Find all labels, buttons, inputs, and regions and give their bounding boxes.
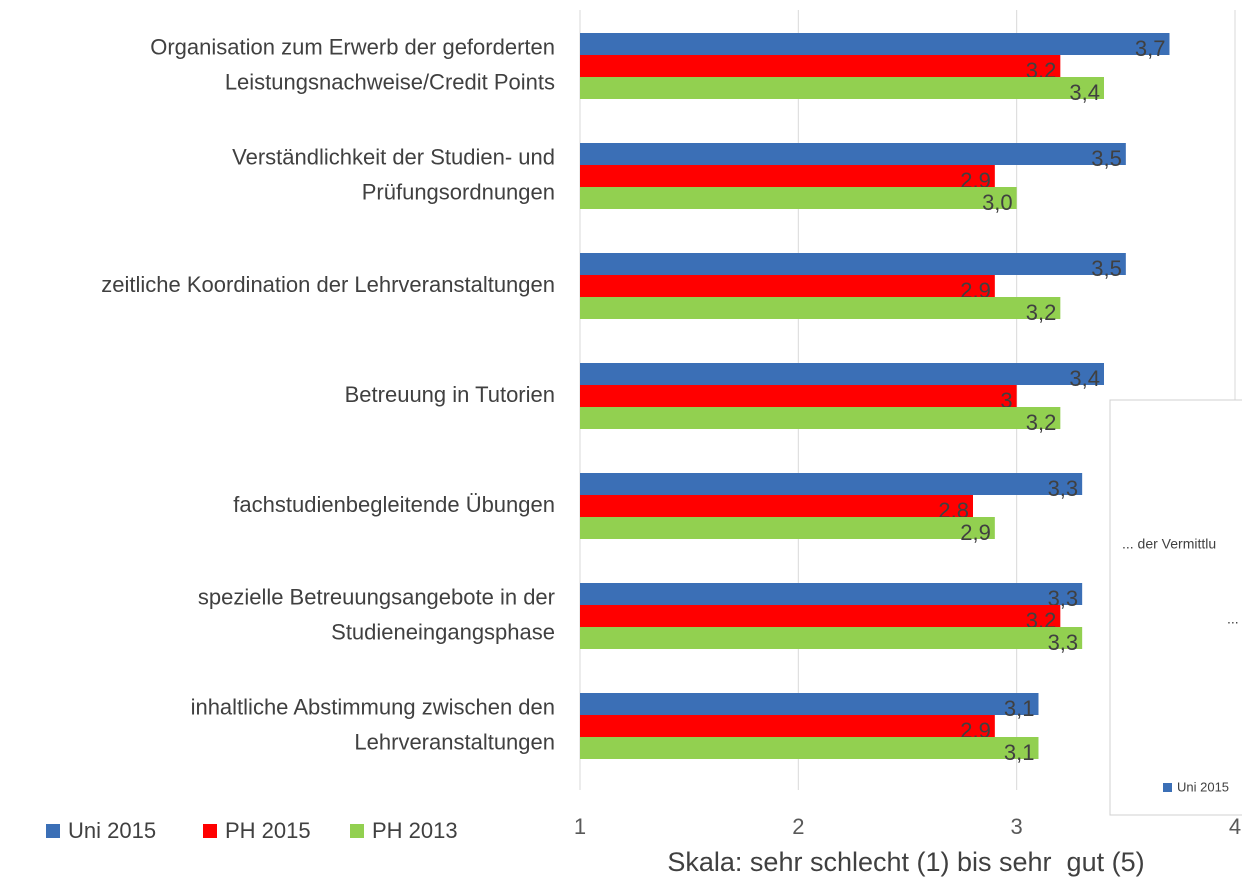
data-label: 3,5 — [1091, 256, 1122, 281]
bar — [580, 495, 973, 517]
bar — [580, 407, 1061, 429]
data-label: 3 — [1000, 388, 1012, 413]
data-label: 3,5 — [1091, 146, 1122, 171]
data-label: 3,4 — [1069, 366, 1100, 391]
bar — [580, 165, 995, 187]
data-label: 3,1 — [1004, 696, 1035, 721]
bar — [580, 363, 1104, 385]
overlay-legend-label: Uni 2015 — [1177, 779, 1229, 794]
bar — [580, 693, 1039, 715]
data-label: 3,7 — [1135, 36, 1166, 61]
bar — [580, 275, 995, 297]
x-axis-label: Skala: sehr schlecht (1) bis sehr gut (5… — [667, 847, 1144, 877]
overlay-text: ... — [1227, 611, 1239, 627]
bar — [580, 583, 1083, 605]
data-label: 2,9 — [960, 520, 991, 545]
bar — [580, 297, 1061, 319]
bar — [580, 517, 995, 539]
legend-swatch — [350, 824, 364, 838]
bar — [580, 473, 1083, 495]
legend-swatch — [203, 824, 217, 838]
x-tick-label: 2 — [792, 814, 804, 839]
data-label: 3,2 — [1026, 410, 1057, 435]
y-tick-label: Betreuung in Tutorien — [345, 382, 555, 407]
data-label: 3,2 — [1026, 300, 1057, 325]
legend-swatch — [46, 824, 60, 838]
bar — [580, 187, 1017, 209]
legend-label: PH 2013 — [372, 818, 458, 843]
bar — [580, 55, 1061, 77]
legend-label: Uni 2015 — [68, 818, 156, 843]
y-tick-label: Organisation zum Erwerb der geforderten L… — [150, 34, 555, 94]
y-tick-label: fachstudienbegleitende Übungen — [233, 492, 555, 517]
bar — [580, 737, 1039, 759]
bar — [580, 385, 1017, 407]
y-tick-label: zeitliche Koordination der Lehrveranstal… — [101, 272, 555, 297]
x-tick-label: 3 — [1011, 814, 1023, 839]
bar — [580, 33, 1170, 55]
overlay-legend-swatch — [1163, 783, 1172, 792]
bar — [580, 627, 1083, 649]
bar — [580, 253, 1126, 275]
y-tick-label: Verständlichkeit der Studien- und Prüfung… — [232, 144, 555, 204]
bar — [580, 605, 1061, 627]
bar — [580, 143, 1126, 165]
data-label: 3,3 — [1048, 630, 1079, 655]
legend-label: PH 2015 — [225, 818, 311, 843]
y-tick-label: inhaltliche Abstimmung zwischen den Lehrv… — [191, 694, 555, 754]
x-tick-label: 4 — [1229, 814, 1241, 839]
overlay-panel — [1109, 399, 1242, 816]
data-label: 3,0 — [982, 190, 1013, 215]
overlay-text: ... der Vermittlu — [1122, 536, 1216, 552]
bar — [580, 77, 1104, 99]
data-label: 3,3 — [1048, 476, 1079, 501]
data-label: 3,1 — [1004, 740, 1035, 765]
x-tick-label: 1 — [574, 814, 586, 839]
data-label: 3,4 — [1069, 80, 1100, 105]
bar — [580, 715, 995, 737]
y-tick-label: spezielle Betreuungsangebote in der Studi… — [198, 584, 555, 644]
